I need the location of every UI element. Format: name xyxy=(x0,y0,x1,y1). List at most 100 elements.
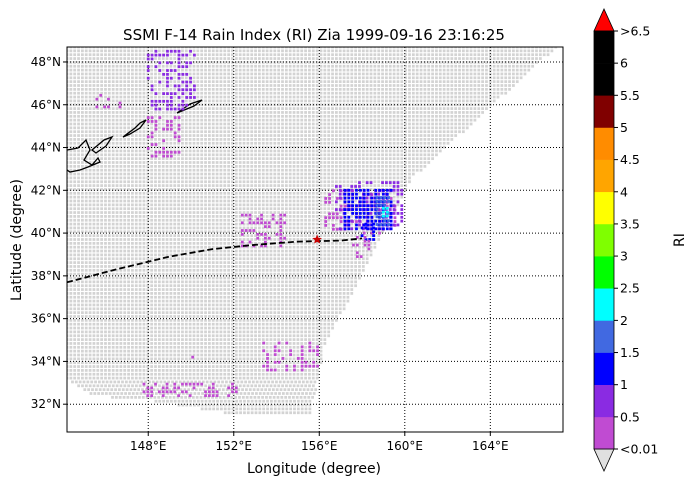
swath-pixel xyxy=(131,334,134,338)
swath-pixel xyxy=(323,207,327,211)
swath-pixel xyxy=(265,168,269,172)
swath-pixel xyxy=(138,218,142,222)
swath-pixel xyxy=(196,257,200,261)
swath-pixel xyxy=(157,161,161,164)
swath-pixel xyxy=(134,226,138,230)
swath-pixel xyxy=(73,253,77,257)
swath-pixel xyxy=(284,372,288,376)
swath-pixel xyxy=(308,392,312,395)
swath-pixel xyxy=(107,330,111,334)
swath-pixel xyxy=(134,384,138,388)
swath-pixel xyxy=(223,218,227,222)
swath-pixel xyxy=(173,218,177,222)
swath-pixel xyxy=(84,207,88,211)
swath-pixel xyxy=(223,372,227,376)
swath-pixel xyxy=(184,334,188,338)
swath-pixel xyxy=(315,311,319,315)
swath-pixel xyxy=(96,284,100,288)
swath-pixel xyxy=(138,307,142,311)
swath-pixel xyxy=(269,176,273,180)
swath-pixel xyxy=(69,268,73,272)
swath-pixel xyxy=(119,303,123,307)
swath-pixel xyxy=(269,203,273,207)
swath-pixel xyxy=(81,234,84,238)
swath-pixel xyxy=(269,276,273,280)
swath-pixel xyxy=(92,157,96,161)
swath-pixel xyxy=(127,168,130,172)
swath-pixel xyxy=(261,230,265,234)
swath-pixel xyxy=(177,361,180,365)
swath-pixel xyxy=(315,265,319,268)
swath-pixel xyxy=(296,288,300,291)
swath-pixel xyxy=(69,361,73,365)
swath-pixel xyxy=(308,372,311,376)
swath-pixel xyxy=(81,222,84,226)
swath-pixel xyxy=(127,303,130,307)
swath-pixel xyxy=(238,180,242,184)
swath-pixel xyxy=(254,361,257,365)
swath-pixel xyxy=(181,349,184,353)
swath-pixel xyxy=(165,384,169,388)
swath-pixel xyxy=(373,168,377,172)
swath-pixel xyxy=(77,195,80,199)
swath-pixel xyxy=(134,234,138,238)
swath-pixel xyxy=(215,280,219,284)
swath-pixel xyxy=(77,303,80,307)
swath-pixel xyxy=(361,241,365,245)
swath-pixel xyxy=(169,161,173,164)
swath-pixel xyxy=(250,157,254,161)
swath-pixel xyxy=(111,234,115,238)
swath-pixel xyxy=(319,215,323,218)
swath-pixel xyxy=(67,284,69,288)
swath-pixel xyxy=(138,338,142,341)
swath-pixel xyxy=(392,168,396,172)
swath-pixel xyxy=(184,195,188,199)
swath-pixel xyxy=(315,326,319,330)
swath-pixel xyxy=(104,315,107,318)
swath-pixel xyxy=(69,176,73,180)
swath-pixel xyxy=(281,218,284,222)
swath-pixel xyxy=(208,307,211,311)
swath-pixel xyxy=(142,369,146,372)
swath-pixel xyxy=(238,315,242,318)
swath-pixel xyxy=(204,168,207,172)
swath-pixel xyxy=(315,222,319,226)
swath-pixel xyxy=(223,357,227,361)
swath-pixel xyxy=(319,168,323,172)
swath-pixel xyxy=(107,284,111,288)
swath-pixel xyxy=(200,164,204,168)
swath-pixel xyxy=(334,276,338,280)
swath-pixel xyxy=(323,257,327,261)
swath-pixel xyxy=(67,253,69,257)
swath-pixel xyxy=(69,272,73,276)
swath-pixel xyxy=(92,207,96,211)
swath-pixel xyxy=(131,295,134,299)
swath-pixel xyxy=(181,249,184,253)
swath-pixel xyxy=(181,215,184,218)
swath-pixel xyxy=(223,338,227,341)
swath-pixel xyxy=(277,365,281,368)
swath-pixel xyxy=(181,218,184,222)
swath-pixel xyxy=(115,311,119,315)
swath-pixel xyxy=(84,226,88,230)
swath-pixel xyxy=(184,395,187,399)
swath-pixel xyxy=(119,384,123,388)
swath-pixel xyxy=(111,384,115,388)
swath-pixel xyxy=(200,257,204,261)
swath-pixel xyxy=(369,245,373,249)
swath-pixel xyxy=(88,215,92,218)
swath-pixel xyxy=(231,372,234,376)
swath-pixel xyxy=(342,176,346,180)
swath-pixel xyxy=(123,176,127,180)
swath-pixel xyxy=(131,234,134,238)
swath-pixel xyxy=(277,234,281,238)
swath-pixel xyxy=(123,195,127,199)
swath-pixel xyxy=(134,161,138,164)
swath-pixel xyxy=(208,164,211,168)
swath-pixel xyxy=(327,157,331,161)
swath-pixel xyxy=(227,261,231,264)
swath-pixel xyxy=(284,330,288,334)
swath-pixel xyxy=(215,188,219,191)
swath-pixel xyxy=(242,311,246,315)
swath-pixel xyxy=(173,357,177,361)
